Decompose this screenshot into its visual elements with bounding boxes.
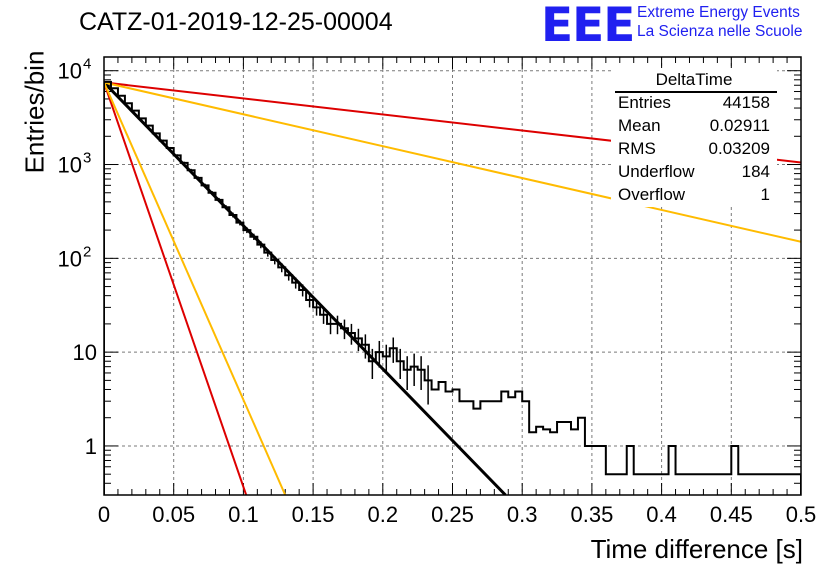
x-tick-label: 0.15 bbox=[292, 502, 335, 527]
stats-row-overflow: Overflow 1 bbox=[618, 185, 770, 207]
stats-row-entries: Entries 44158 bbox=[618, 93, 770, 115]
y-tick-label: 10 bbox=[73, 340, 97, 365]
stats-key: Entries bbox=[618, 93, 671, 112]
x-tick-label: 0.05 bbox=[152, 502, 195, 527]
y-tick-label: 10 bbox=[58, 153, 82, 178]
stats-key: Underflow bbox=[618, 162, 695, 181]
stats-value: 44158 bbox=[722, 93, 770, 112]
stats-box: DeltaTime Entries 44158 Mean 0.02911 RMS… bbox=[611, 68, 777, 207]
fit-line bbox=[104, 82, 248, 495]
y-tick-exponent: 2 bbox=[83, 243, 91, 260]
stats-key: RMS bbox=[618, 139, 656, 158]
x-tick-label: 0 bbox=[98, 502, 110, 527]
x-tick-label: 0.35 bbox=[570, 502, 613, 527]
y-tick-exponent: 3 bbox=[83, 150, 91, 167]
stats-row-rms: RMS 0.03209 bbox=[618, 139, 770, 161]
fit-line bbox=[104, 81, 507, 495]
stats-name: DeltaTime bbox=[655, 70, 733, 89]
logo-line-1: Extreme Energy Events bbox=[637, 4, 800, 21]
stats-title-underline bbox=[615, 91, 777, 93]
x-tick-label: 0.2 bbox=[368, 502, 399, 527]
stats-row-mean: Mean 0.02911 bbox=[618, 116, 770, 138]
stats-value: 184 bbox=[741, 162, 770, 181]
y-tick-label: 10 bbox=[58, 59, 82, 84]
y-tick-label: 1 bbox=[85, 434, 97, 459]
stats-value: 0.02911 bbox=[709, 116, 770, 135]
stats-value: 0.03209 bbox=[708, 139, 770, 158]
eee-logo: EEE bbox=[541, 0, 635, 53]
stats-key: Overflow bbox=[618, 185, 686, 204]
logo-line-2: La Scienza nelle Scuole bbox=[637, 23, 803, 40]
x-tick-label: 0.4 bbox=[646, 502, 677, 527]
y-axis-label: Entries/bin bbox=[19, 50, 50, 174]
fit-line bbox=[104, 82, 287, 495]
x-tick-label: 0.25 bbox=[431, 502, 474, 527]
plot-frame bbox=[103, 56, 802, 496]
x-axis-label: Time difference [s] bbox=[590, 534, 803, 564]
y-tick-exponent: 4 bbox=[83, 56, 91, 73]
x-tick-label: 0.3 bbox=[507, 502, 538, 527]
run-title: CATZ-01-2019-12-25-00004 bbox=[79, 8, 393, 36]
y-tick-label: 10 bbox=[58, 246, 82, 271]
stats-row-underflow: Underflow 184 bbox=[618, 162, 770, 184]
fit-line bbox=[104, 81, 801, 243]
x-tick-label: 0.1 bbox=[228, 502, 259, 527]
x-tick-label: 0.5 bbox=[786, 502, 817, 527]
x-tick-label: 0.45 bbox=[710, 502, 753, 527]
stats-key: Mean bbox=[618, 116, 661, 135]
stats-value: 1 bbox=[760, 185, 770, 204]
